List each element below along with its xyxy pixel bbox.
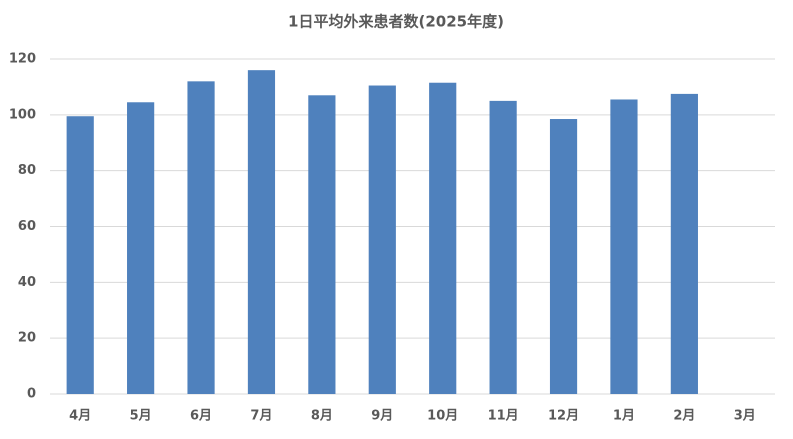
x-tick-label: 8月 bbox=[311, 409, 333, 424]
x-tick-label: 3月 bbox=[734, 409, 756, 424]
x-tick-label: 1月 bbox=[613, 409, 635, 424]
bar bbox=[489, 100, 517, 394]
y-tick-label: 60 bbox=[18, 219, 36, 234]
bar bbox=[610, 99, 638, 395]
y-tick-label: 40 bbox=[18, 275, 36, 290]
bar bbox=[368, 85, 396, 394]
x-tick-label: 9月 bbox=[371, 409, 393, 424]
bar bbox=[429, 82, 457, 395]
x-tick-label: 4月 bbox=[69, 409, 91, 424]
bar bbox=[66, 116, 94, 395]
bar bbox=[549, 119, 578, 394]
x-tick-label: 5月 bbox=[130, 409, 152, 424]
y-tick-label: 80 bbox=[18, 163, 36, 178]
chart-title: 1日平均外来患者数(2025年度) bbox=[288, 13, 504, 31]
x-tick-label: 10月 bbox=[427, 409, 458, 424]
x-tick-label: 7月 bbox=[250, 409, 272, 424]
y-tick-label: 120 bbox=[9, 52, 36, 67]
x-tick-label: 12月 bbox=[548, 409, 579, 424]
bar bbox=[308, 95, 336, 395]
y-tick-label: 0 bbox=[27, 387, 36, 402]
bar bbox=[187, 81, 215, 394]
bar bbox=[127, 102, 155, 394]
bar bbox=[670, 93, 698, 394]
x-tick-label: 11月 bbox=[488, 409, 519, 424]
y-tick-label: 20 bbox=[18, 331, 36, 346]
bar bbox=[247, 70, 276, 395]
x-tick-label: 6月 bbox=[190, 409, 212, 424]
y-tick-label: 100 bbox=[9, 107, 36, 122]
x-tick-label: 2月 bbox=[673, 409, 695, 424]
